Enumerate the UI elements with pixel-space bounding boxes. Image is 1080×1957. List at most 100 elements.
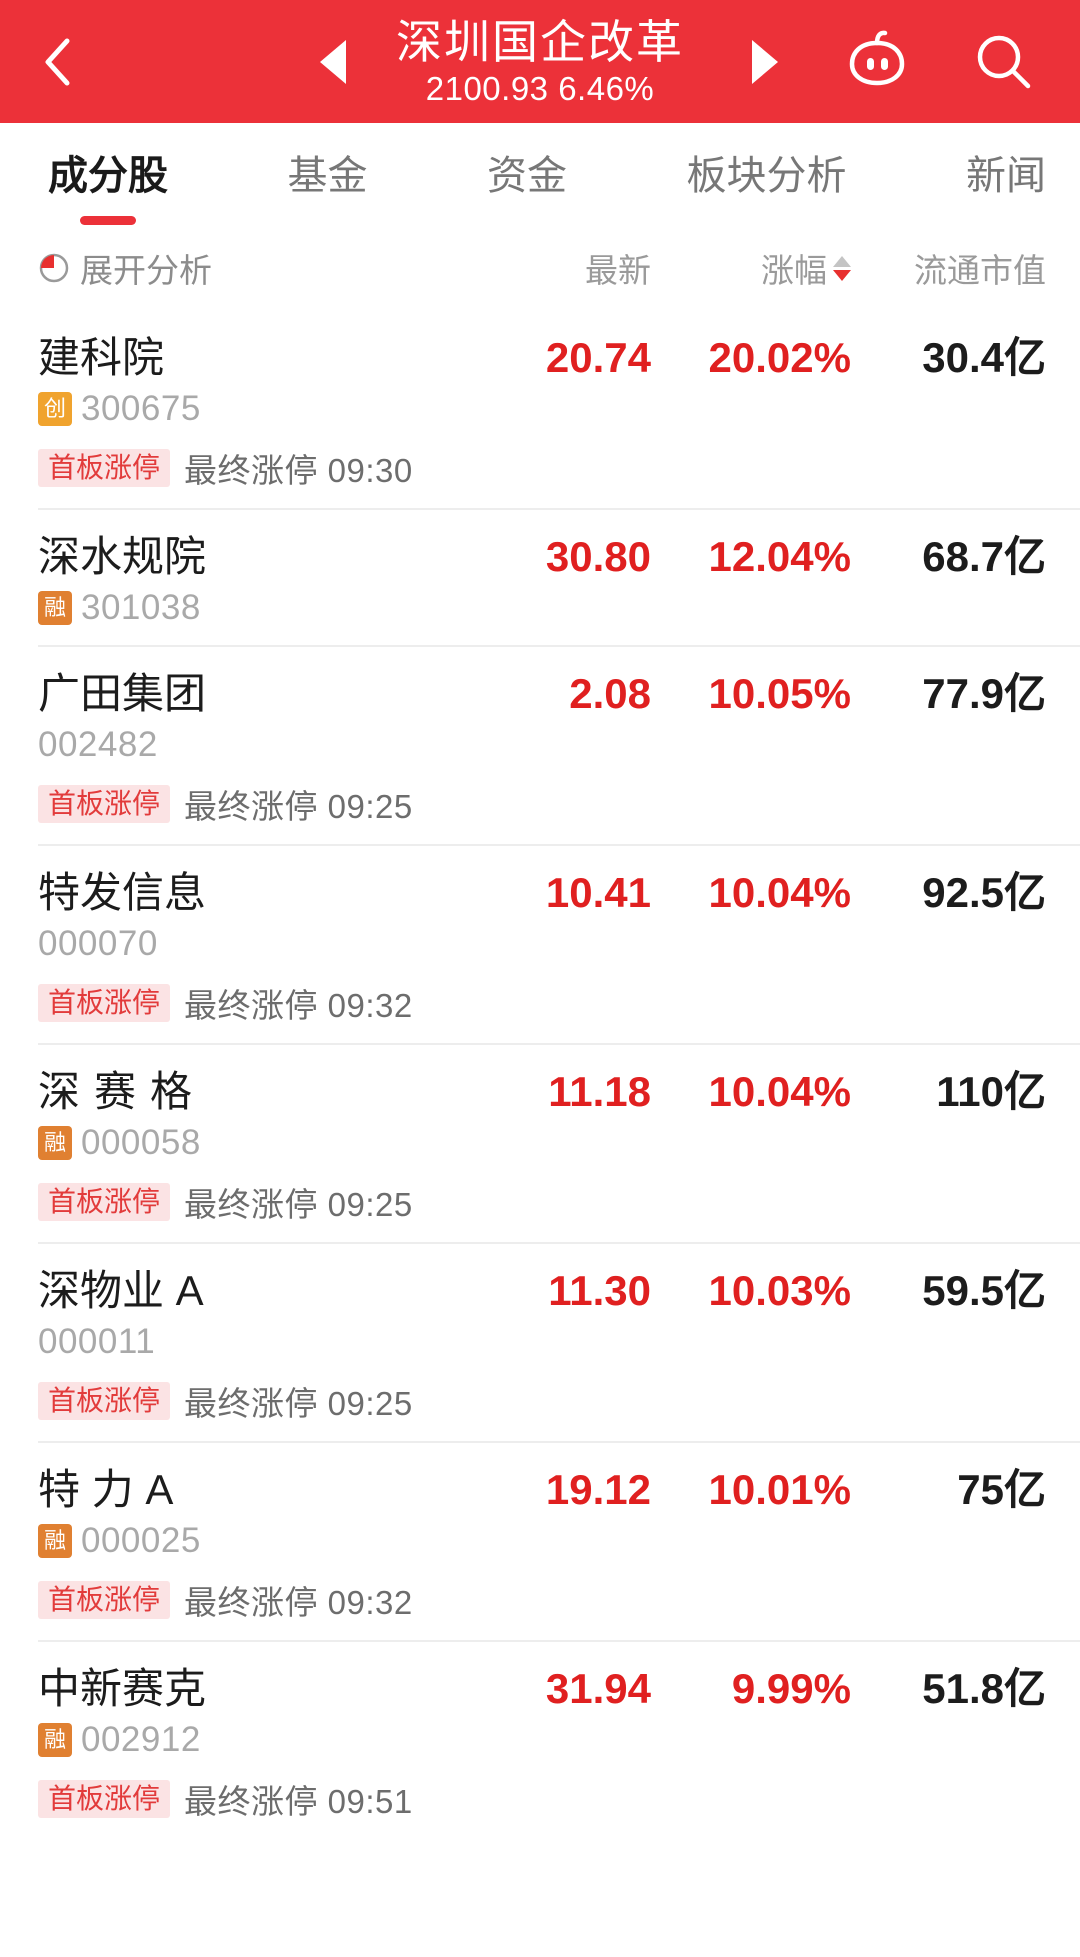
- stock-row[interactable]: 广田集团 002482 2.08 10.05% 77.9亿首板涨停 最终涨停 09:25: [0, 647, 1080, 846]
- limit-up-time-note: 最终涨停 09:25: [184, 788, 413, 825]
- status-badge-first-limit-up: 首板涨停: [38, 984, 171, 1022]
- tab-label: 成分股: [48, 154, 168, 198]
- back-icon[interactable]: [36, 36, 78, 88]
- stock-name: 特发信息: [38, 869, 207, 916]
- stock-change-percent: 9.99%: [731, 1665, 851, 1712]
- title-block: 深圳国企改革 2100.93 6.46%: [0, 16, 1080, 108]
- stock-name: 建科院: [38, 334, 165, 381]
- index-summary: 2100.93 6.46%: [425, 69, 655, 107]
- stock-float-market-cap: 68.7亿: [922, 533, 1046, 580]
- tab-news[interactable]: 新闻: [966, 143, 1046, 205]
- stock-row-main: 深赛格融 000058 11.18 10.04% 110亿: [38, 1067, 1046, 1162]
- stock-code: 002482: [38, 725, 158, 764]
- tab-label: 资金: [487, 154, 567, 198]
- stock-change-percent: 10.01%: [708, 1466, 851, 1513]
- stock-code: 000011: [38, 1322, 156, 1361]
- stock-row[interactable]: 特 力 A 融 000025 19.12 10.01% 75亿 首板涨停 最终涨停 09:32: [0, 1443, 1080, 1642]
- stock-row-main: 深物业 A 000011 11.30 10.03% 59.5亿: [38, 1266, 1046, 1361]
- stock-tag-line: 首板涨停 最终涨停 09:32: [38, 981, 1046, 1025]
- stock-price: 20.74: [545, 334, 651, 381]
- tab-funds[interactable]: 基金: [288, 143, 368, 205]
- stock-change-percent: 10.04%: [708, 869, 851, 916]
- triangle-left-icon[interactable]: [320, 39, 346, 84]
- limit-up-time-note: 最终涨停 09:32: [184, 987, 413, 1024]
- limit-up-time-note: 最终涨停 09:25: [184, 1385, 413, 1422]
- stock-row[interactable]: 特发信息 000070 10.41 10.04% 92.5亿 首板涨停 最终涨停 09:32: [0, 846, 1080, 1045]
- stock-name: 广田集团: [38, 670, 207, 717]
- tab-sector-analysis[interactable]: 板块分析: [687, 143, 847, 205]
- column-header-market-cap[interactable]: 流通市值: [851, 244, 1046, 292]
- stock-change-percent: 10.05%: [708, 670, 851, 717]
- stock-identity: 深赛格融 000058: [38, 1067, 481, 1162]
- stock-identity: 特 力 A 融 000025: [38, 1465, 481, 1560]
- triangle-right-icon[interactable]: [752, 39, 778, 84]
- limit-up-time-note: 最终涨停 09:30: [184, 452, 413, 489]
- search-icon[interactable]: [970, 29, 1036, 95]
- stock-code-line: 创 300675: [38, 389, 481, 428]
- stock-row[interactable]: 建科院创 300675 20.74 20.02% 30.4亿 首板涨停 最终涨停 09:30: [0, 311, 1080, 510]
- stock-code: 301038: [81, 588, 201, 627]
- stock-change-percent: 10.03%: [708, 1267, 851, 1314]
- column-header-market-cap-label: 流通市值: [914, 252, 1046, 289]
- stock-name: 深赛格: [38, 1068, 207, 1115]
- stock-row[interactable]: 深赛格融 000058 11.18 10.04% 110亿 首板涨停 最终涨停 09:25: [0, 1045, 1080, 1244]
- tab-label: 板块分析: [686, 154, 847, 198]
- stock-float-market-cap: 77.9亿: [922, 670, 1046, 717]
- stock-code-line: 000070: [38, 924, 481, 963]
- status-badge-first-limit-up: 首板涨停: [38, 785, 171, 823]
- sort-arrows[interactable]: [833, 255, 851, 281]
- stock-identity: 深物业 A 000011: [38, 1266, 481, 1361]
- badge-margin-trading: 融: [38, 591, 72, 625]
- status-badge-first-limit-up: 首板涨停: [38, 1183, 171, 1221]
- status-badge-first-limit-up: 首板涨停: [38, 1581, 171, 1619]
- page-title: 深圳国企改革: [396, 15, 684, 68]
- stock-name: 深物业 A: [38, 1267, 204, 1314]
- expand-analysis-button[interactable]: 展开分析: [38, 244, 212, 292]
- stock-row-main: 建科院创 300675 20.74 20.02% 30.4亿: [38, 333, 1046, 428]
- badge-margin-trading: 融: [38, 1126, 72, 1160]
- stock-code-line: 融 301038: [38, 588, 481, 627]
- tab-label: 基金: [287, 154, 368, 198]
- stock-identity: 广田集团 002482: [38, 669, 481, 764]
- stock-code: 300675: [81, 389, 201, 428]
- column-header-price[interactable]: 最新: [481, 244, 651, 292]
- stock-identity: 深水规院融 301038: [38, 532, 481, 627]
- stock-change-percent: 12.04%: [708, 533, 851, 580]
- stock-row[interactable]: 中新赛克融 002912 31.94 9.99% 51.8亿首板涨停 最终涨停 09:51: [0, 1642, 1080, 1841]
- status-badge-first-limit-up: 首板涨停: [38, 1780, 171, 1818]
- stock-tag-line: 首板涨停 最终涨停 09:25: [38, 782, 1046, 826]
- stock-code: 000070: [38, 924, 158, 963]
- column-header-change[interactable]: 涨幅: [651, 244, 851, 292]
- stock-change-percent: 20.02%: [708, 334, 851, 381]
- stock-identity: 特发信息 000070: [38, 868, 481, 963]
- stock-tag-line: 首板涨停 最终涨停 09:25: [38, 1379, 1046, 1423]
- stock-code-line: 000011: [38, 1322, 481, 1361]
- stock-row[interactable]: 深物业 A 000011 11.30 10.03% 59.5亿 首板涨停 最终涨停 09:2…: [0, 1244, 1080, 1443]
- stock-row[interactable]: 深水规院融 301038 30.80 12.04% 68.7亿: [0, 510, 1080, 647]
- status-badge-first-limit-up: 首板涨停: [38, 1382, 171, 1420]
- tab-capital-flow[interactable]: 资金: [487, 143, 567, 205]
- stock-price: 30.80: [545, 533, 651, 580]
- sort-ascending-icon[interactable]: [833, 255, 851, 267]
- top-app-bar: 深圳国企改革 2100.93 6.46%: [0, 0, 1080, 123]
- stock-code-line: 002482: [38, 725, 481, 764]
- tab-label: 新闻: [966, 154, 1046, 198]
- stock-change-percent: 10.04%: [708, 1068, 851, 1115]
- pie-chart-icon: [38, 252, 70, 284]
- stock-price: 11.18: [548, 1068, 651, 1115]
- tab-constituents[interactable]: 成分股: [48, 143, 168, 225]
- stock-tag-line: 首板涨停 最终涨停 09:51: [38, 1777, 1046, 1821]
- stock-float-market-cap: 110亿: [936, 1068, 1046, 1115]
- column-header-change-label: 涨幅: [761, 252, 827, 289]
- stock-row-main: 广田集团 002482 2.08 10.05% 77.9亿: [38, 669, 1046, 764]
- status-badge-first-limit-up: 首板涨停: [38, 449, 171, 487]
- stock-code-line: 融 002912: [38, 1720, 481, 1759]
- stock-float-market-cap: 51.8亿: [922, 1665, 1046, 1712]
- stock-price: 11.30: [548, 1267, 651, 1314]
- stock-price: 2.08: [569, 670, 651, 717]
- sort-descending-icon[interactable]: [833, 269, 851, 281]
- robot-assistant-icon[interactable]: [840, 25, 914, 99]
- stock-identity: 中新赛克融 002912: [38, 1664, 481, 1759]
- stock-price: 31.94: [545, 1665, 651, 1712]
